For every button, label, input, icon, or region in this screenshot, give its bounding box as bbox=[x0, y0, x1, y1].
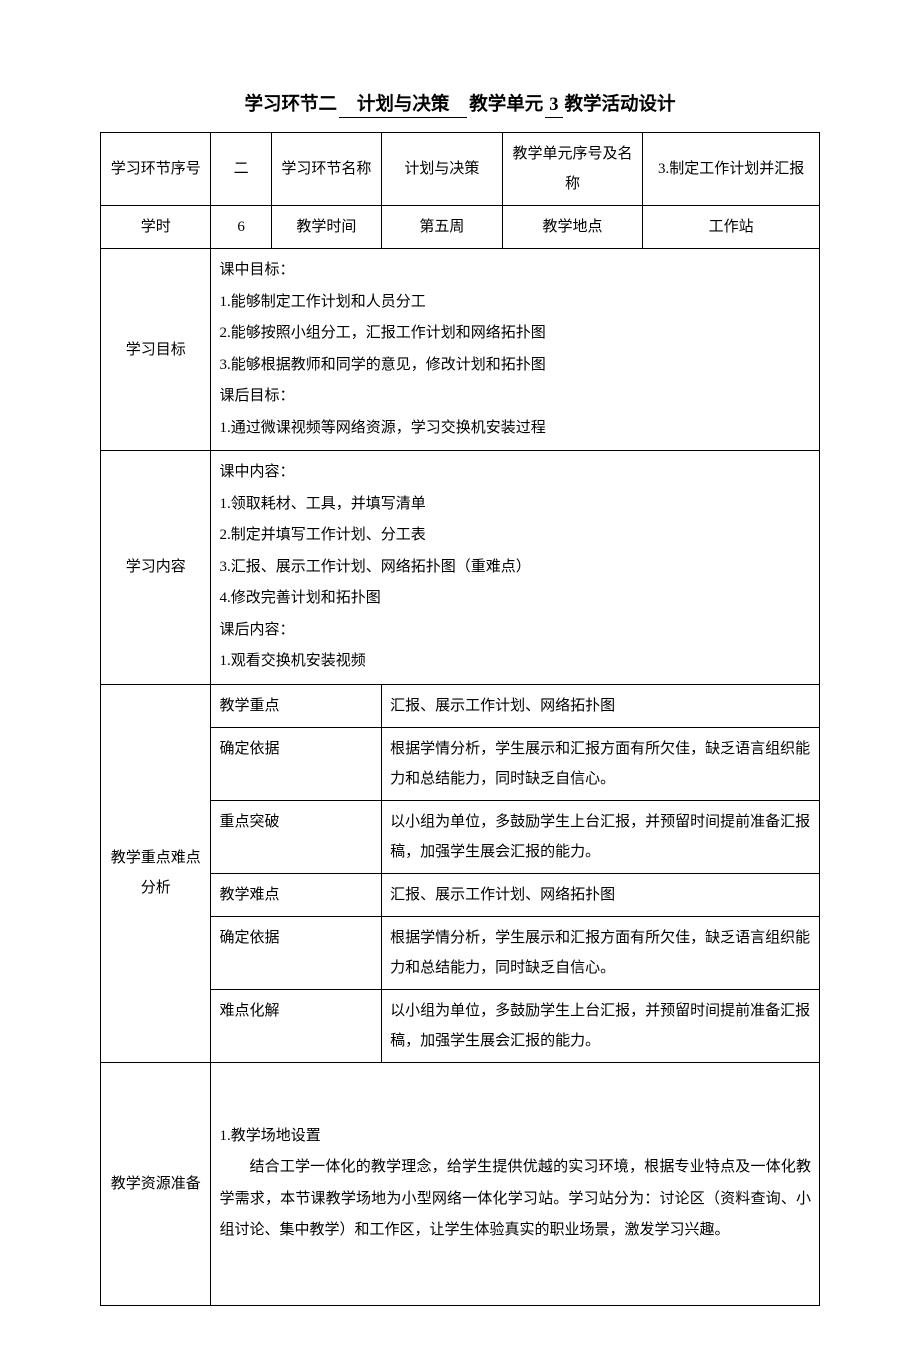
basis2-text: 根据学情分析，学生展示和汇报方面有所欠佳，缺乏语言组织能力和总结能力，同时缺乏自… bbox=[382, 916, 820, 989]
content-line: 2.制定并填写工作计划、分工表 bbox=[219, 520, 811, 552]
title-underline-2: 3 bbox=[545, 95, 562, 118]
resources-row: 教学资源准备 1.教学场地设置 结合工学一体化的教学理念，给学生提供优越的实习环… bbox=[101, 1062, 820, 1305]
content-label: 学习内容 bbox=[101, 451, 211, 685]
content-line: 课中内容： bbox=[219, 457, 811, 489]
title-mid2: 教学单元 bbox=[469, 95, 543, 115]
cell-time-label: 教学时间 bbox=[271, 206, 381, 249]
resolve-label: 难点化解 bbox=[211, 989, 382, 1062]
content-line: 课后内容： bbox=[219, 615, 811, 647]
diff-text: 汇报、展示工作计划、网络拓扑图 bbox=[382, 873, 820, 916]
title-underline-1: 计划与决策 bbox=[339, 90, 467, 118]
title-prefix: 学习环节二 bbox=[244, 95, 337, 115]
resources-heading: 1.教学场地设置 bbox=[219, 1121, 811, 1153]
diff-label: 教学难点 bbox=[211, 873, 382, 916]
objectives-label: 学习目标 bbox=[101, 249, 211, 451]
basis2-label: 确定依据 bbox=[211, 916, 382, 989]
resolve-text: 以小组为单位，多鼓励学生上台汇报，并预留时间提前准备汇报稿，加强学生展会汇报的能… bbox=[382, 989, 820, 1062]
main-table: 学习环节序号 二 学习环节名称 计划与决策 教学单元序号及名称 3.制定工作计划… bbox=[100, 132, 820, 1306]
objectives-row: 学习目标 课中目标： 1.能够制定工作计划和人员分工 2.能够按照小组分工，汇报… bbox=[101, 249, 820, 451]
basis1-label: 确定依据 bbox=[211, 727, 382, 800]
keypoints-label: 教学重点难点分析 bbox=[101, 684, 211, 1062]
cell-unit-label: 教学单元序号及名称 bbox=[502, 133, 643, 206]
cell-name-value: 计划与决策 bbox=[382, 133, 503, 206]
cell-seq-label: 学习环节序号 bbox=[101, 133, 211, 206]
objectives-line: 1.能够制定工作计划和人员分工 bbox=[219, 287, 811, 319]
title-suffix: 教学活动设计 bbox=[565, 95, 676, 115]
break-label: 重点突破 bbox=[211, 800, 382, 873]
kp-label: 教学重点 bbox=[211, 684, 382, 727]
cell-seq-value: 二 bbox=[211, 133, 271, 206]
objectives-line: 课后目标： bbox=[219, 381, 811, 413]
page-title: 学习环节二 计划与决策 教学单元3教学活动设计 bbox=[100, 90, 820, 118]
objectives-line: 2.能够按照小组分工，汇报工作计划和网络拓扑图 bbox=[219, 318, 811, 350]
objectives-content: 课中目标： 1.能够制定工作计划和人员分工 2.能够按照小组分工，汇报工作计划和… bbox=[211, 249, 820, 451]
header-row-2: 学时 6 教学时间 第五周 教学地点 工作站 bbox=[101, 206, 820, 249]
content-line: 4.修改完善计划和拓扑图 bbox=[219, 583, 811, 615]
cell-place-value: 工作站 bbox=[643, 206, 820, 249]
page: 学习环节二 计划与决策 教学单元3教学活动设计 学习环节序号 二 学习环节名称 … bbox=[0, 0, 920, 1366]
basis1-text: 根据学情分析，学生展示和汇报方面有所欠佳，缺乏语言组织能力和总结能力，同时缺乏自… bbox=[382, 727, 820, 800]
resources-label: 教学资源准备 bbox=[101, 1062, 211, 1305]
resources-text: 结合工学一体化的教学理念，给学生提供优越的实习环境，根据专业特点及一体化教学需求… bbox=[219, 1152, 811, 1247]
cell-place-label: 教学地点 bbox=[502, 206, 643, 249]
content-row: 学习内容 课中内容： 1.领取耗材、工具，并填写清单 2.制定并填写工作计划、分… bbox=[101, 451, 820, 685]
cell-unit-value: 3.制定工作计划并汇报 bbox=[643, 133, 820, 206]
objectives-line: 课中目标： bbox=[219, 255, 811, 287]
header-row-1: 学习环节序号 二 学习环节名称 计划与决策 教学单元序号及名称 3.制定工作计划… bbox=[101, 133, 820, 206]
kp-text: 汇报、展示工作计划、网络拓扑图 bbox=[382, 684, 820, 727]
content-line: 3.汇报、展示工作计划、网络拓扑图（重难点） bbox=[219, 552, 811, 584]
cell-hours-label: 学时 bbox=[101, 206, 211, 249]
objectives-line: 3.能够根据教师和同学的意见，修改计划和拓扑图 bbox=[219, 350, 811, 382]
content-line: 1.领取耗材、工具，并填写清单 bbox=[219, 489, 811, 521]
break-text: 以小组为单位，多鼓励学生上台汇报，并预留时间提前准备汇报稿，加强学生展会汇报的能… bbox=[382, 800, 820, 873]
cell-hours-value: 6 bbox=[211, 206, 271, 249]
content-content: 课中内容： 1.领取耗材、工具，并填写清单 2.制定并填写工作计划、分工表 3.… bbox=[211, 451, 820, 685]
content-line: 1.观看交换机安装视频 bbox=[219, 646, 811, 678]
resources-content: 1.教学场地设置 结合工学一体化的教学理念，给学生提供优越的实习环境，根据专业特… bbox=[211, 1062, 820, 1305]
title-mid1: 计划与决策 bbox=[357, 95, 450, 115]
cell-time-value: 第五周 bbox=[382, 206, 503, 249]
objectives-line: 1.通过微课视频等网络资源，学习交换机安装过程 bbox=[219, 413, 811, 445]
kp-row-1: 教学重点难点分析 教学重点 汇报、展示工作计划、网络拓扑图 bbox=[101, 684, 820, 727]
cell-name-label: 学习环节名称 bbox=[271, 133, 381, 206]
